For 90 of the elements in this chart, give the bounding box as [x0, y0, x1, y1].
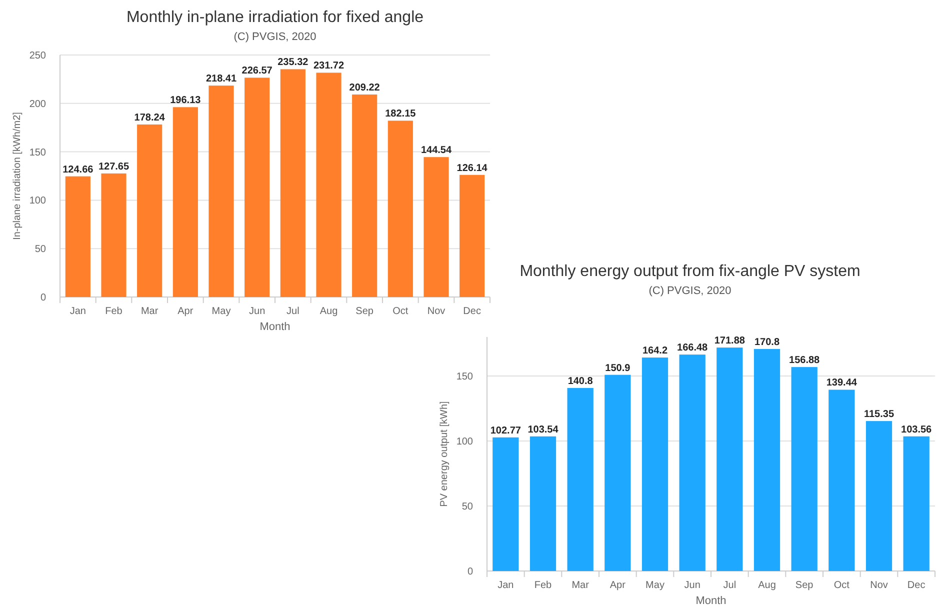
x-tick-label: Jun [249, 306, 266, 317]
x-axis-title: Month [260, 321, 290, 333]
x-tick-label: Mar [140, 306, 159, 317]
x-tick-label: Jul [723, 580, 736, 591]
data-label: 218.41 [206, 74, 237, 85]
bar [280, 69, 306, 297]
bar [244, 78, 270, 297]
x-tick-label: Nov [870, 580, 888, 591]
chart-title: Monthly in-plane irradiation for fixed angle [126, 9, 424, 26]
data-label: 164.2 [642, 346, 668, 357]
bar [208, 86, 234, 297]
bar [388, 120, 413, 297]
x-tick-label: Sep [356, 306, 374, 317]
y-tick-label: 100 [29, 196, 46, 207]
bar [567, 388, 594, 571]
x-tick-label: Dec [907, 580, 926, 591]
x-tick-label: Aug [320, 306, 338, 317]
data-label: 150.9 [605, 362, 631, 374]
bar [65, 176, 90, 297]
y-tick-label: 50 [462, 502, 474, 512]
data-label: 103.54 [528, 424, 559, 436]
x-tick-label: Mar [572, 580, 590, 591]
y-tick-label: 250 [29, 50, 46, 62]
bar [316, 72, 342, 297]
data-label: 196.13 [170, 95, 202, 106]
x-tick-label: Jul [286, 306, 300, 317]
y-tick-label: 200 [29, 98, 46, 110]
x-tick-label: Jan [498, 580, 514, 591]
bar [424, 157, 449, 297]
x-tick-label: Jun [684, 580, 700, 591]
y-tick-label: 150 [456, 372, 474, 382]
x-tick-label: Feb [105, 306, 123, 317]
data-label: 235.32 [278, 57, 309, 68]
bar [866, 421, 892, 571]
x-axis-title: Month [696, 595, 726, 607]
bar [791, 367, 818, 571]
chart-title: Monthly energy output from fix-angle PV system [520, 263, 860, 280]
bar [716, 348, 743, 571]
y-tick-label: 0 [40, 292, 46, 304]
bar [903, 436, 930, 571]
data-label: 171.88 [714, 336, 746, 347]
x-tick-label: Feb [534, 580, 552, 591]
x-tick-label: Dec [463, 306, 481, 317]
bar [679, 354, 706, 571]
data-label: 126.14 [456, 162, 488, 174]
data-label: 170.8 [754, 336, 780, 348]
bar [101, 173, 126, 297]
data-label: 102.77 [490, 425, 522, 436]
x-tick-label: Oct [834, 580, 850, 591]
y-axis-title: PV energy output [kWh] [439, 400, 450, 507]
x-tick-label: Apr [178, 306, 194, 317]
bar [460, 174, 485, 297]
x-tick-label: Nov [427, 306, 446, 317]
data-label: 124.66 [62, 164, 94, 176]
x-tick-label: Aug [758, 580, 776, 591]
x-tick-label: Apr [610, 580, 626, 591]
data-label: 103.56 [901, 424, 932, 436]
x-tick-label: Sep [795, 580, 814, 591]
bar [530, 436, 556, 571]
chart-subtitle: (C) PVGIS, 2020 [648, 285, 732, 297]
data-label: 156.88 [789, 355, 820, 366]
bar [642, 358, 668, 571]
bar [492, 437, 519, 571]
data-label: 178.24 [134, 112, 166, 124]
data-label: 231.72 [313, 60, 344, 72]
bar [754, 348, 780, 571]
data-label: 166.48 [677, 342, 708, 354]
y-tick-label: 0 [467, 566, 474, 578]
bar [172, 107, 198, 297]
bar [352, 94, 378, 297]
bar [828, 390, 855, 571]
x-tick-label: Oct [392, 306, 408, 317]
x-tick-label: Jan [70, 306, 86, 317]
data-label: 226.57 [242, 66, 273, 77]
y-axis-title: In-plane irradiation [kWh/m2] [12, 112, 23, 240]
bar [604, 374, 631, 571]
x-tick-label: May [646, 580, 664, 591]
y-tick-label: 50 [34, 244, 46, 256]
y-tick-label: 100 [456, 436, 474, 448]
y-tick-label: 150 [29, 147, 46, 158]
data-label: 139.44 [826, 378, 858, 389]
data-label: 144.54 [420, 145, 452, 156]
x-tick-label: May [212, 306, 231, 317]
data-label: 140.8 [568, 376, 594, 387]
bar [137, 124, 162, 297]
data-label: 115.35 [864, 409, 894, 420]
data-label: 209.22 [349, 82, 380, 94]
data-label: 127.65 [98, 161, 130, 172]
data-label: 182.15 [385, 108, 416, 120]
chart-subtitle: (C) PVGIS, 2020 [234, 31, 316, 43]
